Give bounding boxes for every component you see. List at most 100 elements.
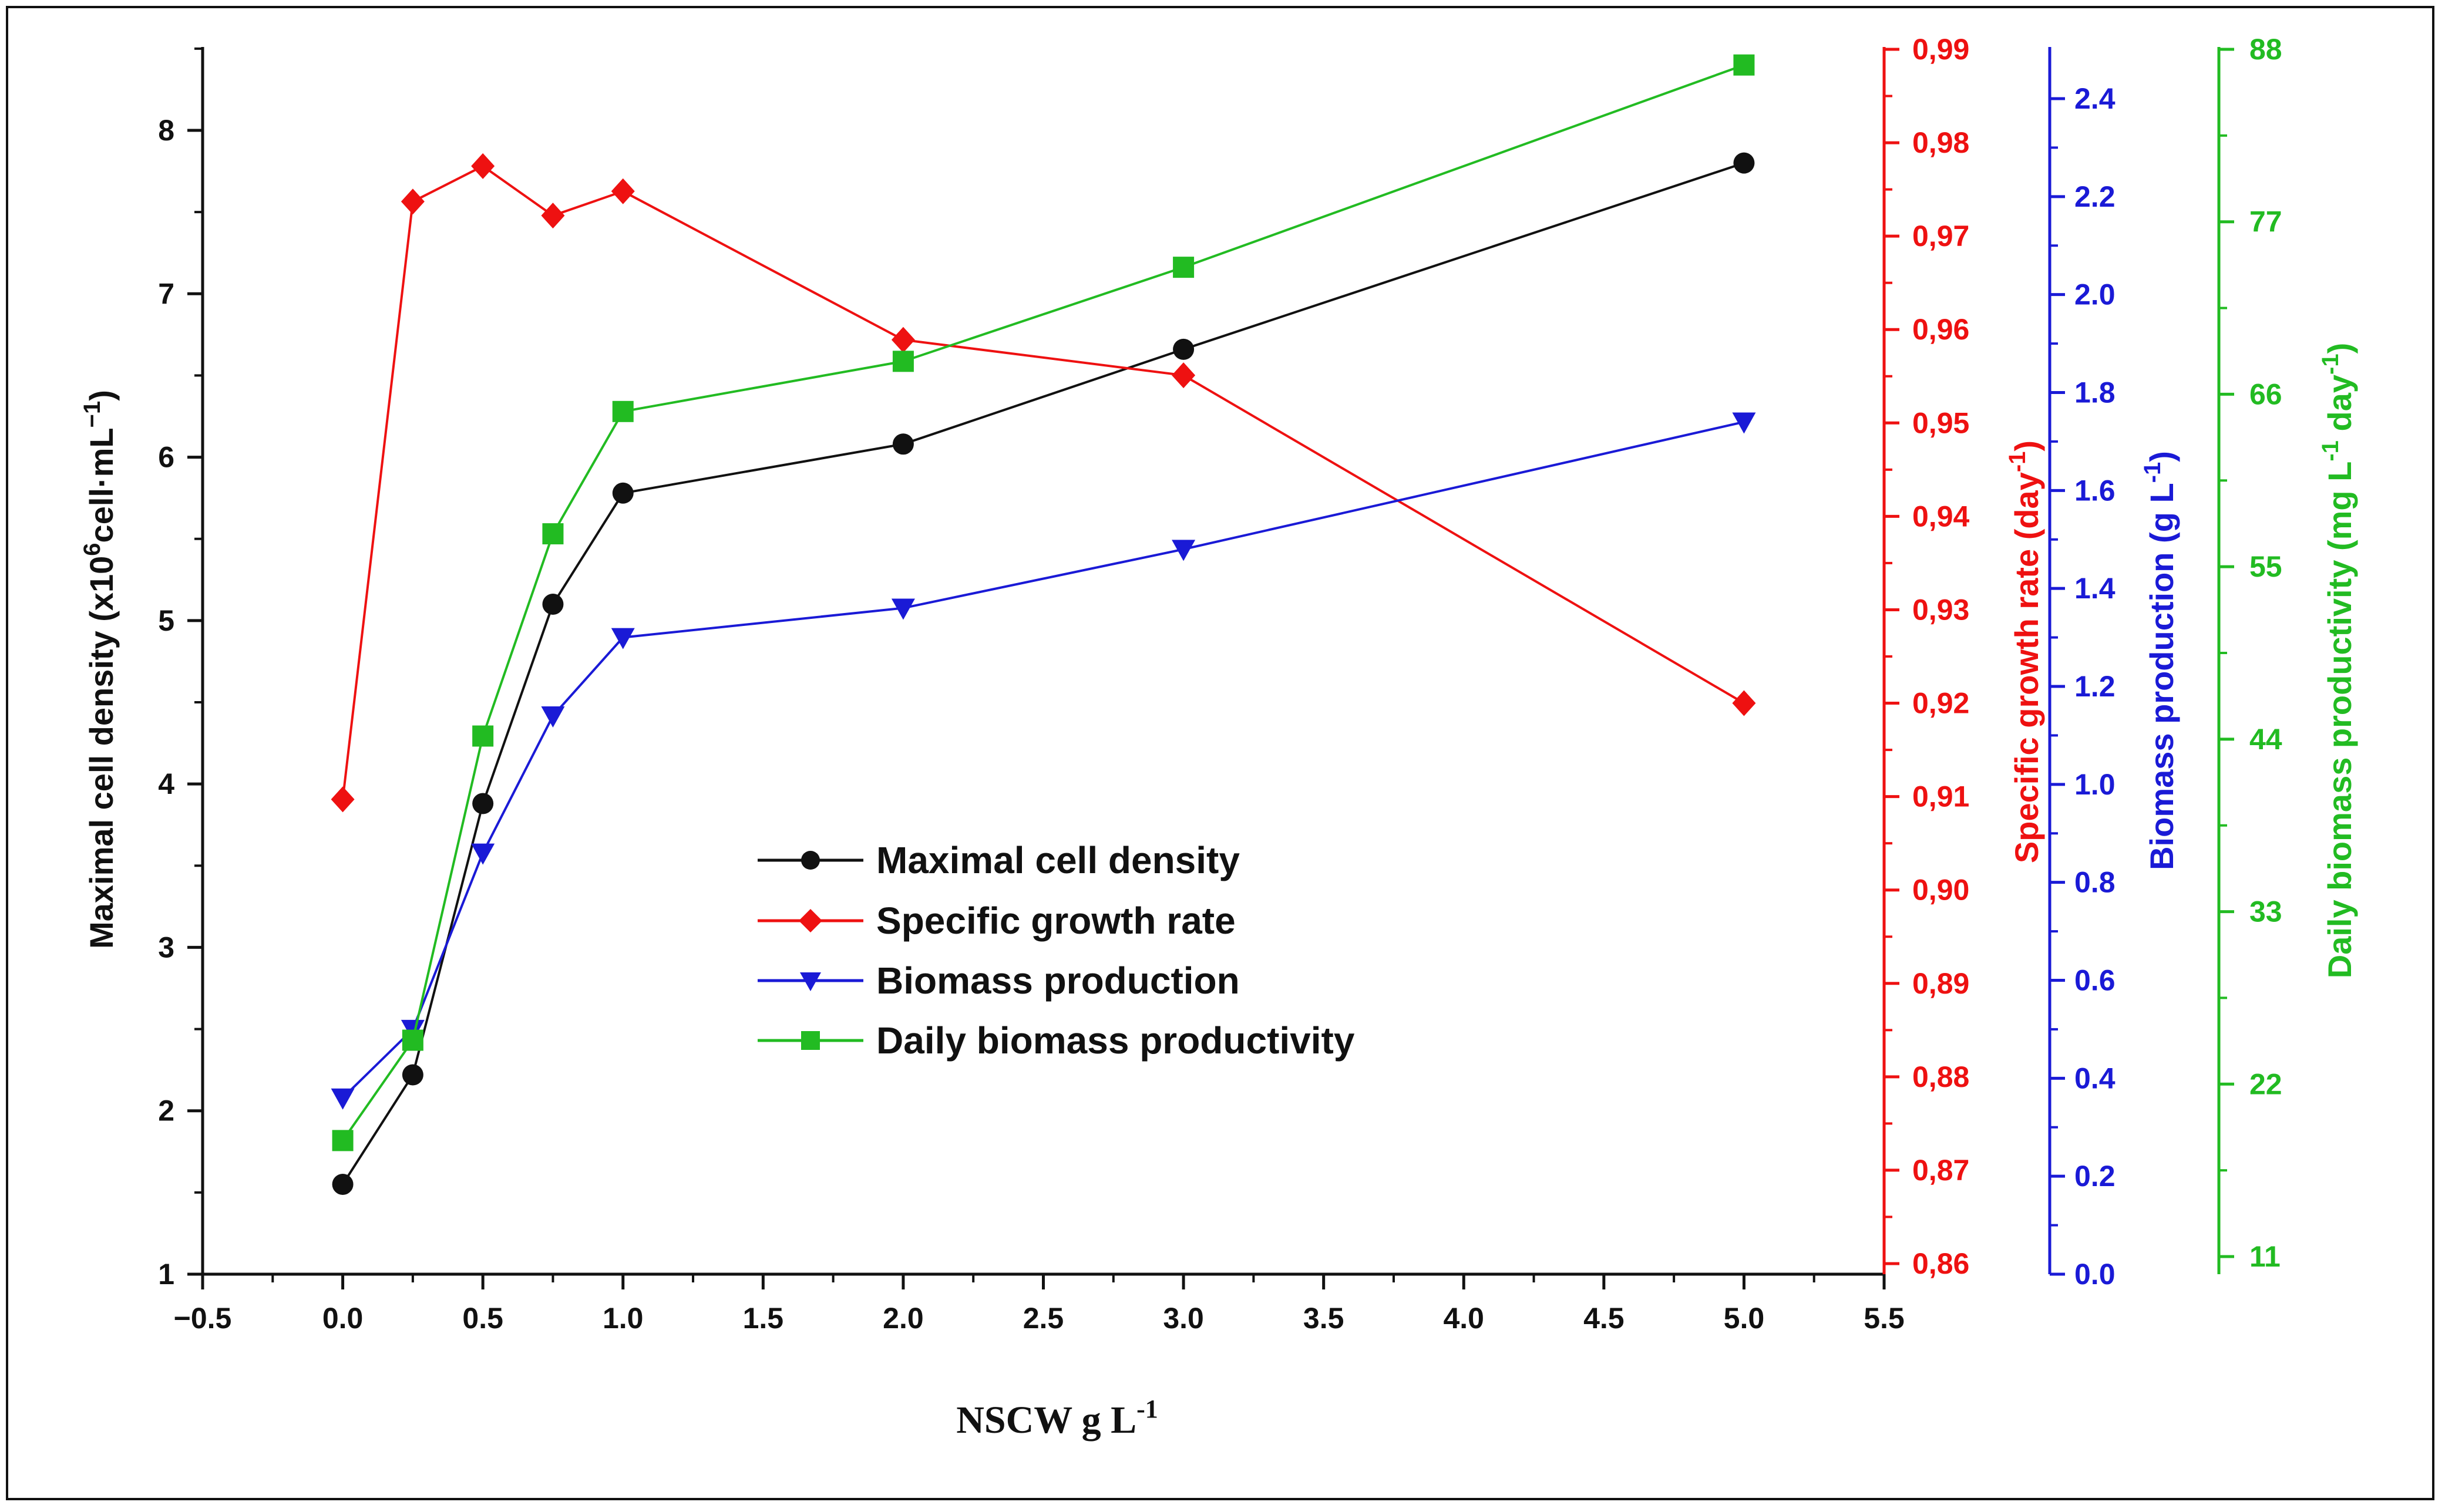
right1-tick-label: 0,93 — [1912, 593, 1969, 626]
data-point-daily-biomass-productivity — [612, 400, 634, 422]
right2-tick-label: 0.2 — [2074, 1160, 2116, 1193]
right1-tick-label: 0,91 — [1912, 780, 1969, 813]
right1-tick-label: 0,94 — [1912, 500, 1970, 533]
left-tick-label: 3 — [158, 931, 174, 964]
legend-marker-biomass-production — [800, 972, 821, 991]
right3-tick-label: 77 — [2249, 206, 2282, 238]
left-tick-label: 4 — [158, 767, 174, 800]
x-tick-label: 1.5 — [743, 1302, 784, 1335]
data-point-maximal-cell-density — [332, 1173, 354, 1195]
right3-tick-label: 22 — [2249, 1068, 2282, 1100]
right1-tick-label: 0,97 — [1912, 220, 1969, 252]
data-point-biomass-production — [891, 598, 915, 620]
data-point-daily-biomass-productivity — [402, 1029, 423, 1051]
right1-tick-label: 0,95 — [1912, 406, 1969, 439]
data-point-specific-growth-rate — [401, 188, 425, 215]
right3-tick-label: 55 — [2249, 550, 2282, 583]
right1-tick-label: 0,98 — [1912, 126, 1969, 159]
data-point-maximal-cell-density — [1733, 152, 1755, 174]
left-tick-label: 5 — [158, 604, 174, 637]
left-tick-label: 7 — [158, 277, 174, 310]
right1-tick-label: 0,88 — [1912, 1060, 1969, 1093]
right1-tick-label: 0,96 — [1912, 313, 1969, 346]
right2-tick-label: 1.6 — [2074, 474, 2116, 507]
data-point-specific-growth-rate — [611, 178, 635, 204]
legend-label-daily-biomass-productivity: Daily biomass productivity — [876, 1019, 1355, 1062]
x-tick-label: 1.0 — [603, 1302, 644, 1335]
right1-tick-label: 0,87 — [1912, 1154, 1969, 1187]
x-tick-label: 4.0 — [1443, 1302, 1484, 1335]
series-line-daily-biomass-productivity — [341, 63, 1745, 1141]
legend: Maximal cell density Specific growth rat… — [758, 839, 1355, 1062]
right1-tick-label: 0,90 — [1912, 874, 1969, 907]
legend-marker-daily-biomass-productivity — [801, 1031, 820, 1050]
left-tick-label: 1 — [158, 1258, 174, 1291]
right3-tick-label: 33 — [2249, 895, 2282, 928]
right2-tick-label: 2.4 — [2074, 82, 2116, 115]
data-point-maximal-cell-density — [542, 594, 564, 615]
x-tick-label: 0.0 — [322, 1302, 364, 1335]
x-tick-label: −0.5 — [174, 1302, 232, 1335]
x-axis-title-sup: -1 — [1136, 1395, 1158, 1423]
x-axis-title-main: NSCW g L — [956, 1399, 1136, 1442]
data-point-biomass-production — [471, 843, 495, 865]
right2-tick-label: 0.4 — [2074, 1062, 2116, 1095]
right2-tick-label: 1.0 — [2074, 768, 2116, 801]
right1-tick-label: 0,92 — [1912, 687, 1969, 720]
data-point-biomass-production — [1732, 412, 1756, 434]
right2-tick-label: 1.8 — [2074, 376, 2116, 409]
right-axis-productivity-title: Daily biomass productivity (mg L-1 day-1… — [2318, 343, 2358, 978]
right2-tick-label: 2.2 — [2074, 180, 2116, 213]
right2-tick-label: 0.6 — [2074, 964, 2116, 997]
data-point-specific-growth-rate — [541, 203, 565, 229]
data-point-biomass-production — [1172, 540, 1196, 561]
data-point-daily-biomass-productivity — [1173, 257, 1195, 278]
data-point-biomass-production — [541, 706, 565, 728]
x-tick-label: 0.5 — [462, 1302, 503, 1335]
right2-tick-label: 0.0 — [2074, 1258, 2116, 1291]
right1-tick-label: 0,99 — [1912, 33, 1969, 66]
data-point-biomass-production — [331, 1088, 355, 1110]
data-point-maximal-cell-density — [1173, 338, 1195, 360]
right2-tick-label: 1.4 — [2074, 572, 2116, 605]
legend-marker-maximal-cell-density — [801, 851, 820, 870]
right-axis-growth-title: Specific growth rate (day-1) — [2005, 440, 2045, 863]
x-tick-label: 3.0 — [1163, 1302, 1204, 1335]
data-point-specific-growth-rate — [331, 786, 355, 813]
right3-tick-label: 44 — [2249, 723, 2282, 756]
legend-marker-specific-growth-rate — [799, 909, 822, 932]
right3-tick-label: 88 — [2249, 33, 2282, 66]
x-tick-label: 3.5 — [1303, 1302, 1344, 1335]
left-tick-label: 8 — [158, 114, 174, 147]
data-point-maximal-cell-density — [892, 433, 914, 455]
x-axis-title: NSCW g L-1 — [956, 1395, 1158, 1442]
legend-label-maximal-cell-density: Maximal cell density — [876, 839, 1240, 881]
series-line-maximal-cell-density — [341, 161, 1745, 1186]
axes-layer: −0.5 0.0 0.5 1.0 1.5 2.0 2.5 3.0 3.5 4.0 4.5 5.0 5.5… — [158, 33, 2282, 1335]
data-point-daily-biomass-productivity — [1733, 54, 1755, 76]
data-point-daily-biomass-productivity — [472, 725, 494, 747]
data-point-maximal-cell-density — [612, 482, 634, 504]
series-line-specific-growth-rate — [341, 164, 1745, 800]
x-tick-label: 5.5 — [1864, 1302, 1905, 1335]
legend-label-specific-growth-rate: Specific growth rate — [876, 900, 1236, 942]
data-point-specific-growth-rate — [471, 153, 495, 179]
data-point-maximal-cell-density — [472, 793, 494, 814]
right3-tick-label: 66 — [2249, 378, 2282, 410]
data-point-specific-growth-rate — [891, 326, 915, 353]
right2-tick-label: 0.8 — [2074, 866, 2116, 899]
data-point-specific-growth-rate — [1732, 690, 1756, 716]
x-tick-label: 2.5 — [1023, 1302, 1064, 1335]
left-axis-title: Maximal cell density (x106cell·mL−1) — [79, 390, 120, 949]
series-layer — [331, 54, 1756, 1195]
right-axis-biomass-title: Biomass production (g L-1) — [2140, 451, 2180, 870]
data-point-daily-biomass-productivity — [332, 1130, 354, 1151]
right1-tick-label: 0,86 — [1912, 1247, 1969, 1280]
legend-label-biomass-production: Biomass production — [876, 959, 1240, 1002]
left-tick-label: 2 — [158, 1095, 174, 1127]
series-line-biomass-production — [342, 420, 1744, 1099]
x-tick-label: 5.0 — [1724, 1302, 1765, 1335]
data-point-daily-biomass-productivity — [542, 523, 564, 545]
right1-tick-label: 0,89 — [1912, 967, 1969, 1000]
x-tick-label: 4.5 — [1583, 1302, 1625, 1335]
